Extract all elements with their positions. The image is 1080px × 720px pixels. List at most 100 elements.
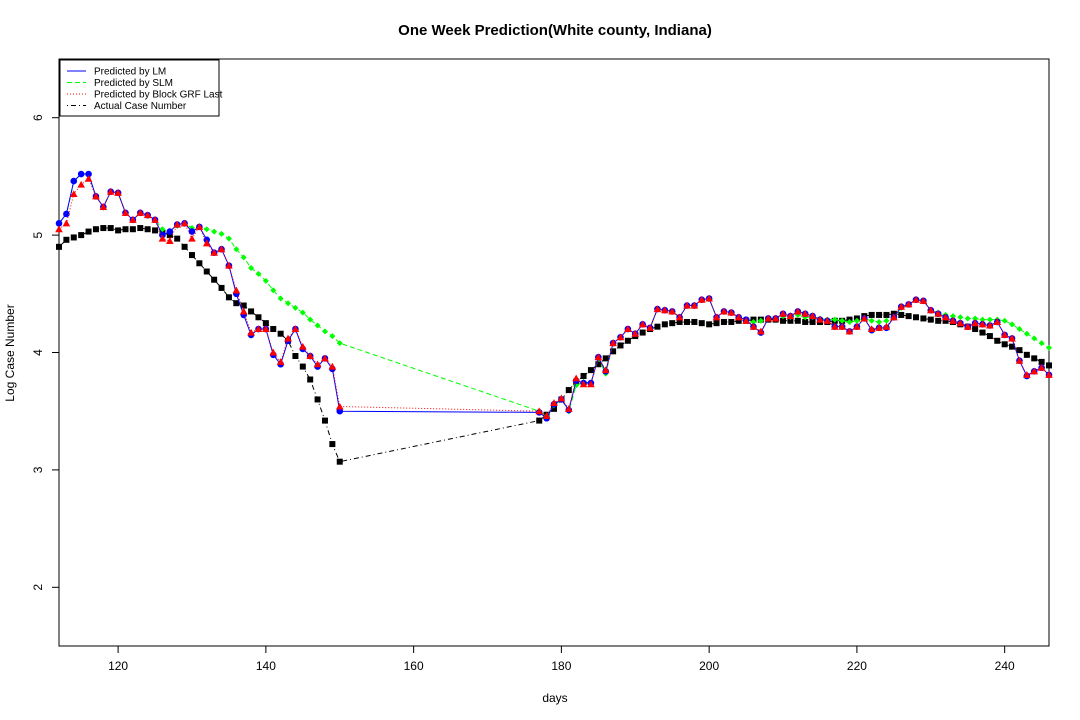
data-point-triangle (786, 312, 795, 320)
data-point-triangle (808, 312, 817, 320)
data-point-diamond (262, 277, 269, 284)
data-point-square (728, 318, 735, 325)
data-point-triangle (845, 327, 854, 335)
data-point-triangle (77, 180, 85, 188)
data-point-triangle (794, 307, 802, 315)
data-point-square (602, 355, 609, 362)
data-point-square (1016, 347, 1023, 354)
data-point-triangle (712, 313, 721, 321)
legend-label: Actual Case Number (94, 101, 187, 112)
data-point-circle (70, 177, 78, 185)
y-tick-label: 2 (31, 584, 45, 591)
data-point-square (336, 458, 343, 465)
chart-title: One Week Prediction(White county, Indian… (398, 22, 712, 39)
data-point-square (898, 311, 905, 318)
data-point-triangle (299, 342, 307, 350)
data-point-triangle (143, 211, 152, 219)
data-point-triangle (963, 322, 972, 330)
data-point-square (70, 234, 77, 241)
data-point-diamond (277, 295, 284, 302)
data-point-square (905, 313, 912, 320)
data-point-triangle (564, 405, 573, 412)
data-point-diamond (225, 235, 232, 242)
data-point-square (868, 311, 875, 318)
data-point-triangle (62, 219, 71, 227)
data-point-triangle (173, 220, 182, 228)
data-point-triangle (594, 353, 603, 361)
data-point-square (883, 311, 890, 318)
data-point-triangle (1023, 371, 1031, 378)
series-line (58, 173, 1050, 420)
data-point-diamond (292, 304, 299, 311)
x-tick-label: 220 (847, 659, 867, 673)
data-point-triangle (926, 306, 935, 314)
data-point-square (994, 337, 1001, 344)
x-tick-label: 160 (404, 659, 424, 673)
series-predicted-by-slm (56, 171, 1052, 419)
data-point-circle (63, 210, 70, 218)
data-point-triangle (764, 314, 773, 322)
data-point-square (233, 300, 240, 307)
data-point-square (63, 236, 70, 243)
data-point-square (610, 348, 617, 355)
data-point-square (624, 337, 631, 344)
series-layer (55, 170, 1053, 465)
data-point-square (1009, 343, 1016, 350)
data-point-triangle (99, 203, 108, 210)
data-point-diamond (1038, 340, 1045, 347)
data-point-triangle (129, 216, 137, 223)
data-point-triangle (779, 309, 787, 317)
data-point-square (809, 318, 816, 325)
data-point-triangle (734, 313, 743, 321)
data-point-square (240, 302, 247, 309)
data-point-diamond (846, 318, 853, 325)
data-point-triangle (986, 321, 994, 329)
data-point-square (913, 314, 920, 321)
data-point-triangle (535, 407, 544, 415)
legend-label: Predicted by Block GRF Last (94, 90, 223, 101)
data-point-square (166, 232, 173, 239)
data-point-diamond (839, 317, 846, 324)
data-point-square (188, 252, 195, 259)
data-point-triangle (860, 314, 869, 322)
data-point-triangle (697, 295, 706, 303)
data-point-square (720, 318, 727, 325)
data-point-triangle (675, 313, 684, 321)
data-point-triangle (217, 245, 226, 253)
data-point-square (277, 330, 284, 337)
data-point-square (787, 317, 794, 324)
data-point-triangle (823, 317, 832, 324)
data-point-circle (166, 228, 174, 235)
data-point-square (292, 353, 299, 360)
legend-box (59, 59, 220, 117)
data-point-square (639, 329, 646, 336)
data-point-diamond (964, 315, 971, 322)
x-tick-label: 200 (699, 659, 719, 673)
data-point-square (321, 417, 328, 424)
data-point-circle (188, 228, 196, 235)
data-point-circle (77, 170, 85, 178)
data-point-square (617, 342, 624, 349)
data-point-triangle (55, 225, 63, 233)
series-actual-case-number (56, 225, 1052, 465)
data-point-triangle (136, 208, 145, 216)
data-point-triangle (210, 248, 218, 256)
series-predicted-by-lm (55, 170, 1053, 422)
series-line (58, 177, 1050, 417)
data-point-square (115, 227, 122, 234)
data-point-triangle (941, 313, 950, 321)
data-point-circle (55, 220, 63, 227)
data-point-triangle (720, 307, 728, 315)
data-point-triangle (166, 237, 174, 245)
data-point-diamond (868, 317, 875, 324)
data-point-diamond (972, 315, 979, 322)
data-point-triangle (646, 324, 654, 331)
data-point-triangle (225, 261, 233, 269)
data-point-square (676, 318, 683, 325)
data-point-triangle (587, 380, 595, 388)
data-point-square (1038, 358, 1045, 365)
data-point-triangle (335, 402, 344, 410)
data-point-square (654, 323, 661, 330)
data-point-triangle (291, 325, 300, 333)
